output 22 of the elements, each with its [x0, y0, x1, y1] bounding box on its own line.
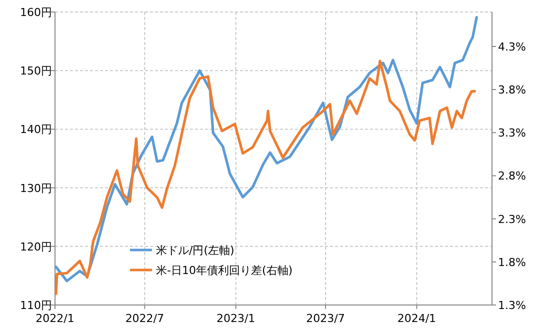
y2-tick-label: 1.3% [498, 299, 526, 312]
y2-tick-label: 3.8% [498, 84, 526, 97]
x-tick-label: 2023/7 [306, 312, 345, 325]
y-tick-label: 120円 [20, 240, 52, 254]
y2-tick-label: 1.8% [498, 256, 526, 269]
legend-label: 米-日10年債利回り差(右軸) [156, 264, 293, 277]
x-tick-label: 2022/7 [125, 312, 164, 325]
y-tick-label: 110円 [20, 299, 52, 312]
x-tick-label: 2023/1 [216, 312, 256, 325]
y-tick-label: 160円 [20, 6, 52, 19]
y-tick-label: 140円 [20, 123, 52, 136]
x-tick-label: 2022/1 [36, 312, 74, 325]
y-tick-label: 150円 [20, 64, 52, 78]
y2-tick-label: 2.3% [498, 212, 526, 226]
y2-tick-label: 4.3% [498, 40, 526, 54]
line-series [54, 16, 478, 282]
y-tick-label: 130円 [20, 182, 52, 195]
line-series [54, 60, 476, 296]
y2-tick-label: 2.8% [498, 170, 526, 183]
legend-label: 米ドル/円(左軸) [156, 244, 234, 257]
y2-tick-label: 3.3% [498, 126, 526, 140]
x-tick-label: 2024/1 [397, 312, 436, 325]
